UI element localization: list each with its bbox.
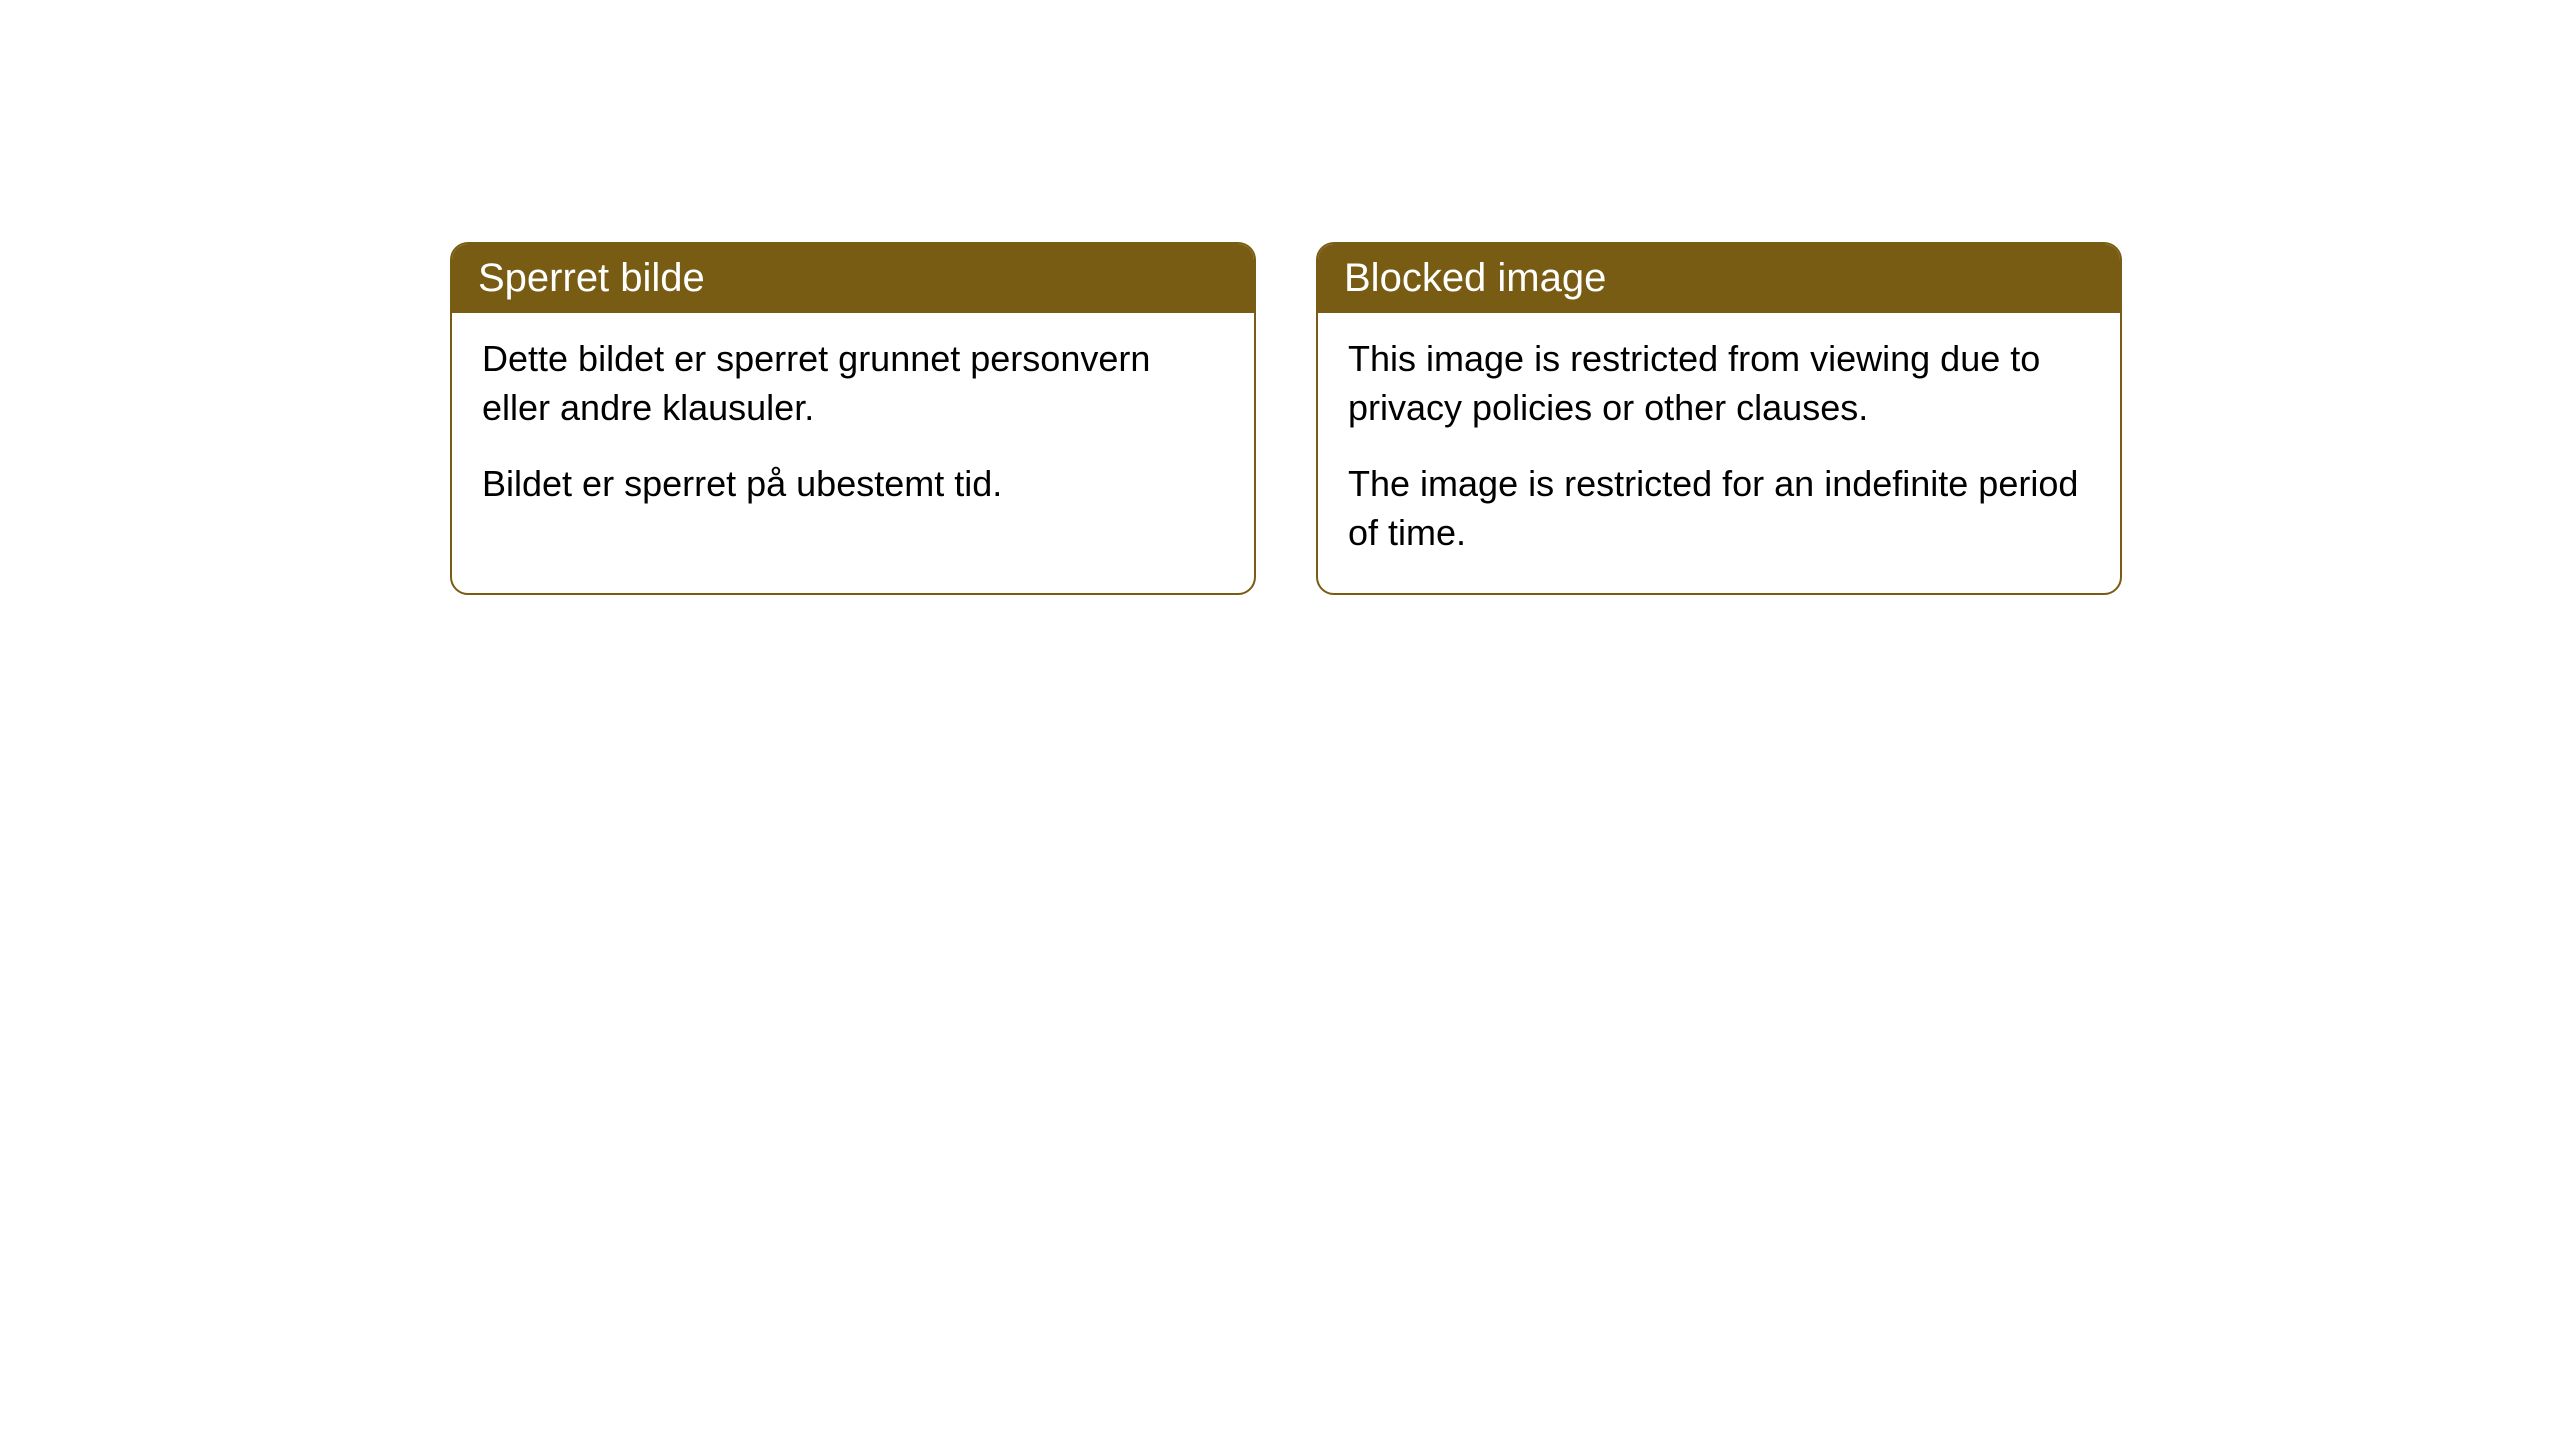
card-header: Sperret bilde bbox=[452, 244, 1254, 313]
card-title: Sperret bilde bbox=[478, 256, 705, 300]
blocked-image-card-norwegian: Sperret bilde Dette bildet er sperret gr… bbox=[450, 242, 1256, 595]
card-header: Blocked image bbox=[1318, 244, 2120, 313]
card-body: This image is restricted from viewing du… bbox=[1318, 313, 2120, 593]
card-paragraph: The image is restricted for an indefinit… bbox=[1348, 460, 2090, 557]
card-title: Blocked image bbox=[1344, 256, 1606, 300]
card-paragraph: Bildet er sperret på ubestemt tid. bbox=[482, 460, 1224, 509]
card-body: Dette bildet er sperret grunnet personve… bbox=[452, 313, 1254, 545]
notice-cards-container: Sperret bilde Dette bildet er sperret gr… bbox=[450, 242, 2122, 595]
card-paragraph: This image is restricted from viewing du… bbox=[1348, 335, 2090, 432]
blocked-image-card-english: Blocked image This image is restricted f… bbox=[1316, 242, 2122, 595]
card-paragraph: Dette bildet er sperret grunnet personve… bbox=[482, 335, 1224, 432]
